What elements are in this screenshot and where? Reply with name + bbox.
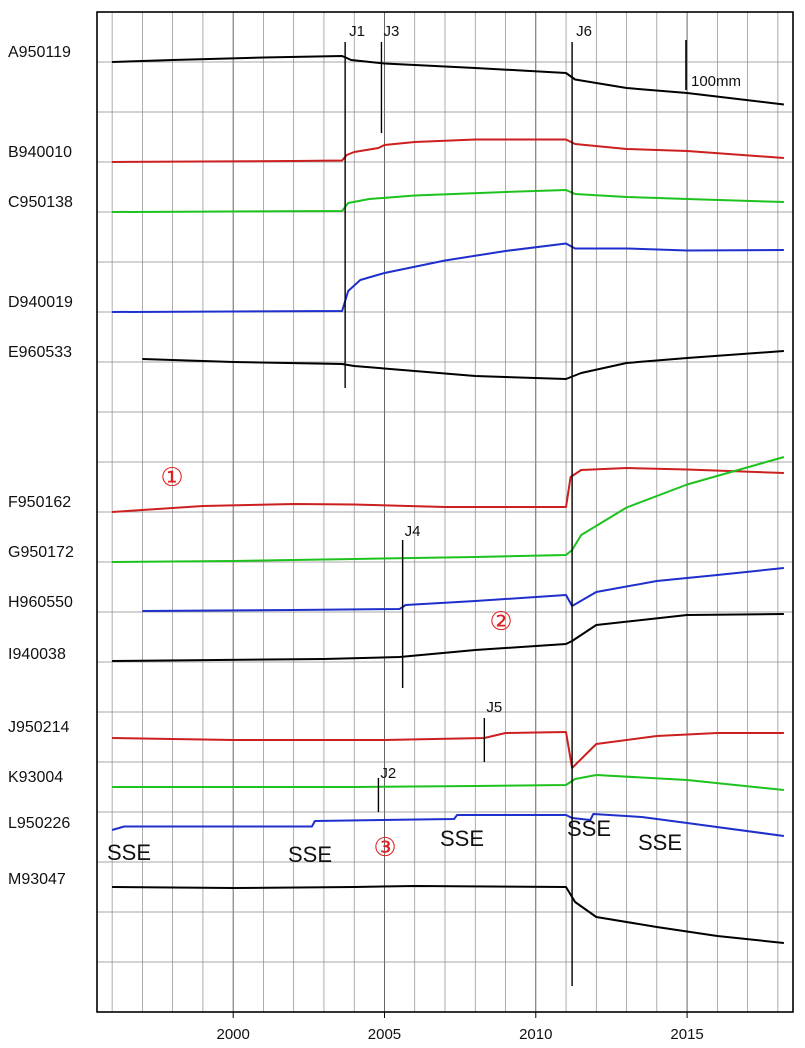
event-label-j5: J5 [486,699,502,716]
series-label-i940038: I940038 [8,646,66,663]
series-label-h960550: H960550 [8,594,73,611]
series-label-j950214: J950214 [8,719,69,736]
series-label-d940019: D940019 [8,294,73,311]
event-label-j1: J1 [349,23,365,40]
annotation-circled: ① [160,463,183,493]
annotation-sse: SSE [288,842,332,867]
series-label-e960533: E960533 [8,344,72,361]
series-line-d940019 [112,242,784,313]
series-line-a950119 [112,55,785,106]
x-tick-label: 2015 [670,1026,703,1043]
series-label-b940010: B940010 [8,144,72,161]
series-label-k93004: K93004 [8,769,63,786]
series-layer [111,55,785,944]
series-line-k93004 [112,774,785,791]
event-label-j3: J3 [383,23,399,40]
series-line-f950162 [112,467,784,513]
series-label-g950172: G950172 [8,544,74,561]
series-label-f950162: F950162 [8,494,71,511]
series-line-g950172 [112,456,785,563]
series-label-c950138: C950138 [8,194,73,211]
annotation-sse: SSE [638,830,682,855]
scale-bar-label: 100mm [691,73,741,90]
series-line-c950138 [112,189,784,213]
series-line-e960533 [142,350,784,380]
series-label-a950119: A950119 [8,44,71,61]
x-tick-label: 2010 [519,1026,552,1043]
x-tick-label: 2005 [368,1026,401,1043]
series-line-i940038 [112,613,784,662]
grid-lines [97,12,793,1012]
series-line-b940010 [112,138,784,163]
series-label-m93047: M93047 [8,871,66,888]
x-axis-ticks: 2000 2005 2010 2015 [216,1012,704,1043]
event-label-j6: J6 [576,23,592,40]
annotation-sse: SSE [107,840,151,865]
station-labels: A950119 B940010 C950138 D940019 E960533 F9501… [8,44,74,888]
event-label-j4: J4 [405,523,421,540]
annotation-circled: ② [489,607,512,637]
annotation-sse: SSE [567,816,611,841]
event-label-j2: J2 [380,765,396,782]
annotation-circled: ③ [373,833,396,863]
series-line-j950214 [112,731,784,769]
plot-frame [96,11,794,1013]
scale-bar: 100mm [685,40,741,90]
annotations: ① ② ③ SSE SSE SSE SSE SSE [107,463,682,867]
x-tick-label: 2000 [216,1026,249,1043]
series-line-l950226 [111,813,785,837]
annotation-sse: SSE [440,826,484,851]
series-line-m93047 [112,885,785,944]
event-markers: J1 J3 J6 J4 J5 J2 [344,23,592,986]
series-label-l950226: L950226 [8,815,70,832]
series-line-h960550 [142,567,785,612]
